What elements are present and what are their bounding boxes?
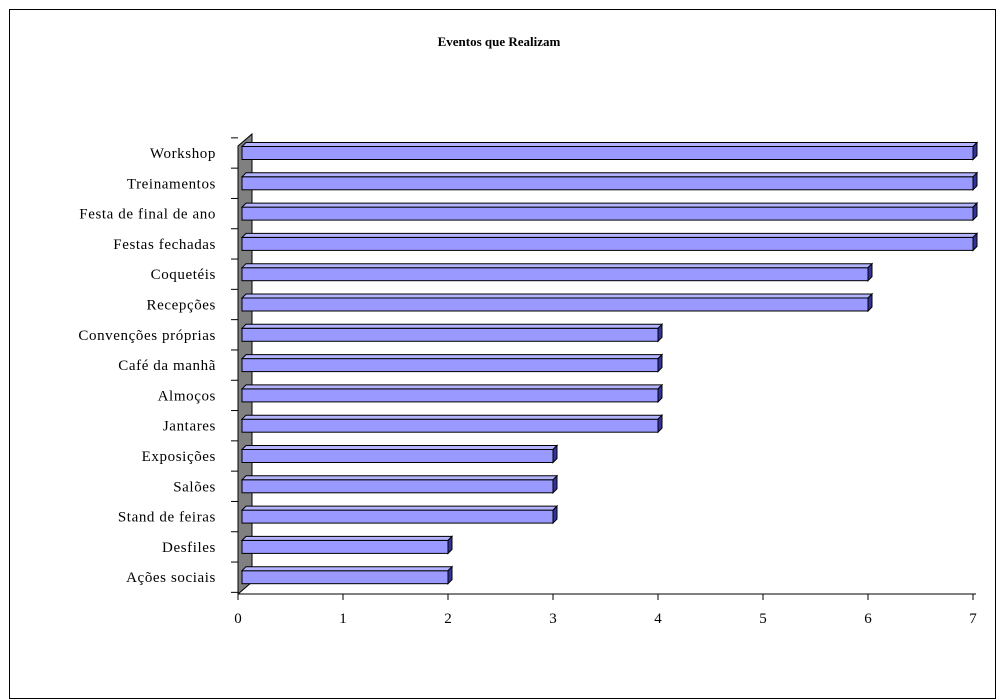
bar-side [447,565,453,585]
bar-treinamentos [240,171,979,192]
bar-saloes [240,474,559,495]
bar-front [241,236,974,251]
bar-top [240,354,664,360]
bar-side [972,141,978,161]
bar-front [241,388,659,403]
bar-top [240,535,454,541]
bar-front [241,146,974,160]
category-label-workshop: Workshop [150,146,216,162]
bar-top [240,263,874,269]
bar-front [241,327,659,342]
category-labels: Workshop Treinamentos Festa de final de an… [78,146,216,586]
bar-top [240,142,979,147]
value-tick-label: 3 [549,611,557,627]
bar-side [972,171,978,192]
bar-side [657,383,663,404]
category-label-recepcoes: Recepções [146,298,216,314]
bar-convencoes-proprias [240,323,664,343]
bar-front [241,176,974,191]
bar-top [240,293,874,299]
bar-front [241,206,974,221]
category-label-stand-de-feiras: Stand de feiras [118,510,216,526]
bar-side [972,201,978,222]
bar-top [240,445,559,450]
value-tick-labels: 0 1 2 3 4 5 6 7 [234,611,977,627]
bars [240,141,979,585]
value-tick-label: 1 [339,611,347,627]
category-label-desfiles: Desfiles [162,540,216,556]
bar-coqueteis [240,262,874,282]
bar-side [447,535,453,555]
bar-top [240,323,664,329]
bar-workshop [240,141,979,161]
bar-top [240,414,664,420]
bar-side [552,474,558,495]
value-tick-label: 5 [759,611,767,627]
category-ticks [231,137,238,593]
category-label-acoes-sociais: Ações sociais [126,570,216,586]
chart-title: Eventos que Realizam [438,34,561,49]
bar-side [972,232,978,252]
bar-top [240,172,979,178]
bar-side [657,323,663,343]
bar-side [867,292,873,313]
category-label-cafe-da-manha: Café da manhã [118,358,216,374]
bar-festa-de-final-de-ano [240,201,979,222]
bar-chart: Eventos que Realizam Workshop Treinamento… [78,34,979,627]
bar-front [241,297,869,312]
category-label-festa-de-final-de-ano: Festa de final de ano [79,207,216,223]
bar-side [657,413,663,434]
category-label-coqueteis: Coquetéis [151,267,216,283]
value-tick-label: 0 [234,611,242,627]
bar-front [241,479,554,494]
bar-top [240,566,454,572]
bar-recepcoes [240,292,874,313]
bar-top [240,202,979,208]
bar-side [867,262,873,282]
bar-top [240,232,979,238]
category-label-treinamentos: Treinamentos [127,176,216,192]
bar-top [240,505,559,511]
bar-side [552,504,558,525]
bar-front [241,449,554,463]
bar-almocos [240,383,664,404]
bar-festas-fechadas [240,232,979,252]
bar-front [241,418,659,433]
value-tick-label: 6 [864,611,872,627]
value-ticks [237,594,974,600]
category-label-festas-fechadas: Festas fechadas [113,237,216,253]
value-tick-label: 7 [969,611,977,627]
category-label-saloes: Salões [173,479,216,495]
value-tick-label: 4 [654,611,662,627]
bar-acoes-sociais [240,565,454,585]
bar-side [552,444,558,464]
bar-front [241,570,449,585]
chart-title-group: Eventos que Realizam [438,34,561,49]
bar-front [241,267,869,282]
category-label-jantares: Jantares [163,419,216,435]
category-label-convencoes-proprias: Convenções próprias [78,328,216,344]
bar-side [657,353,663,373]
bar-front [241,539,449,554]
bar-desfiles [240,535,454,555]
category-label-almocos: Almoços [158,388,216,404]
bar-front [241,509,554,524]
bar-cafe-da-manha [240,353,664,373]
bar-top [240,384,664,390]
bar-stand-de-feiras [240,504,559,525]
category-label-exposicoes: Exposições [142,449,216,465]
bar-exposicoes [240,444,559,464]
bar-front [241,358,659,373]
bar-top [240,475,559,481]
value-tick-label: 2 [444,611,452,627]
bar-jantares [240,413,664,434]
